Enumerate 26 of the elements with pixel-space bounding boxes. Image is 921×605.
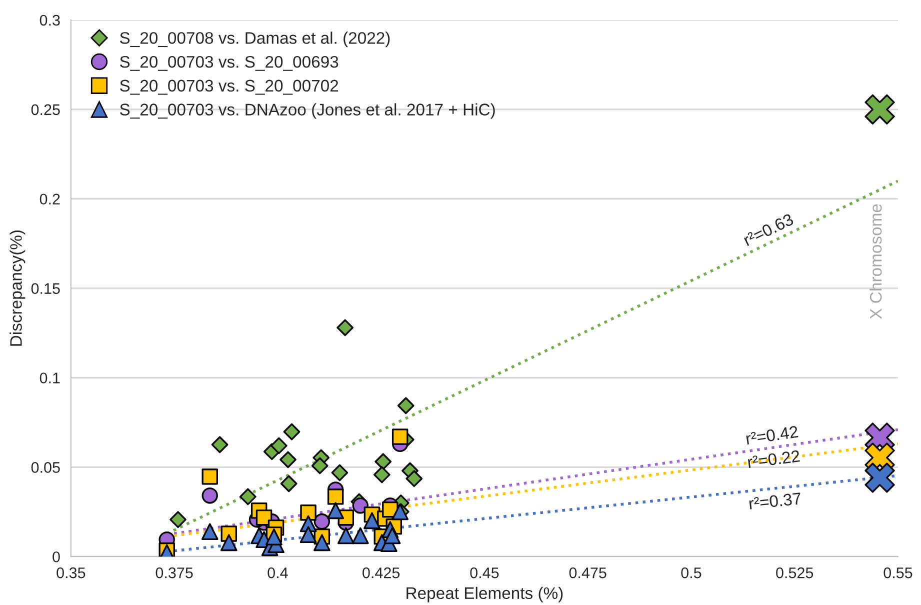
x-tick-label: 0.375 <box>156 567 193 578</box>
legend-label: S_20_00703 vs. DNAzoo (Jones et al. 2017 + HiC) <box>120 103 495 119</box>
annotation: r²=0.42 <box>746 426 798 445</box>
y-tick-label: 0.1 <box>40 372 60 384</box>
y-tick-label: 0.05 <box>31 462 60 473</box>
x-tick-label: 0.45 <box>470 567 499 578</box>
x-tick-label: 0.35 <box>56 567 86 578</box>
y-tick-label: 0 <box>52 551 60 562</box>
annotation: r²=0.37 <box>748 492 802 510</box>
legend-label: S_20_00708 vs. Damas et al. (2022) <box>120 32 390 48</box>
y-tick-label: 0.2 <box>40 194 60 205</box>
legend-label: S_20_00703 vs. S_20_00702 <box>120 80 338 95</box>
y-axis-title: Discrepancy(%) <box>10 230 26 346</box>
y-tick-label: 0.3 <box>40 14 60 26</box>
x-tick-label: 0.55 <box>884 567 912 578</box>
x-axis-title: Repeat Elements (%) <box>406 586 563 602</box>
x-tick-label: 0.4 <box>268 567 288 578</box>
x-tick-label: 0.525 <box>776 567 814 578</box>
y-tick-label: 0.15 <box>31 283 60 294</box>
annotation: r²=0.22 <box>748 450 800 468</box>
x-tick-label: 0.425 <box>362 567 400 578</box>
legend-label: S_20_00703 vs. S_20_00693 <box>120 56 338 71</box>
x-tick-label: 0.5 <box>681 567 702 578</box>
annotation: X Chromosome <box>870 204 882 319</box>
x-tick-label: 0.475 <box>569 567 606 578</box>
y-tick-label: 0.25 <box>31 104 60 116</box>
